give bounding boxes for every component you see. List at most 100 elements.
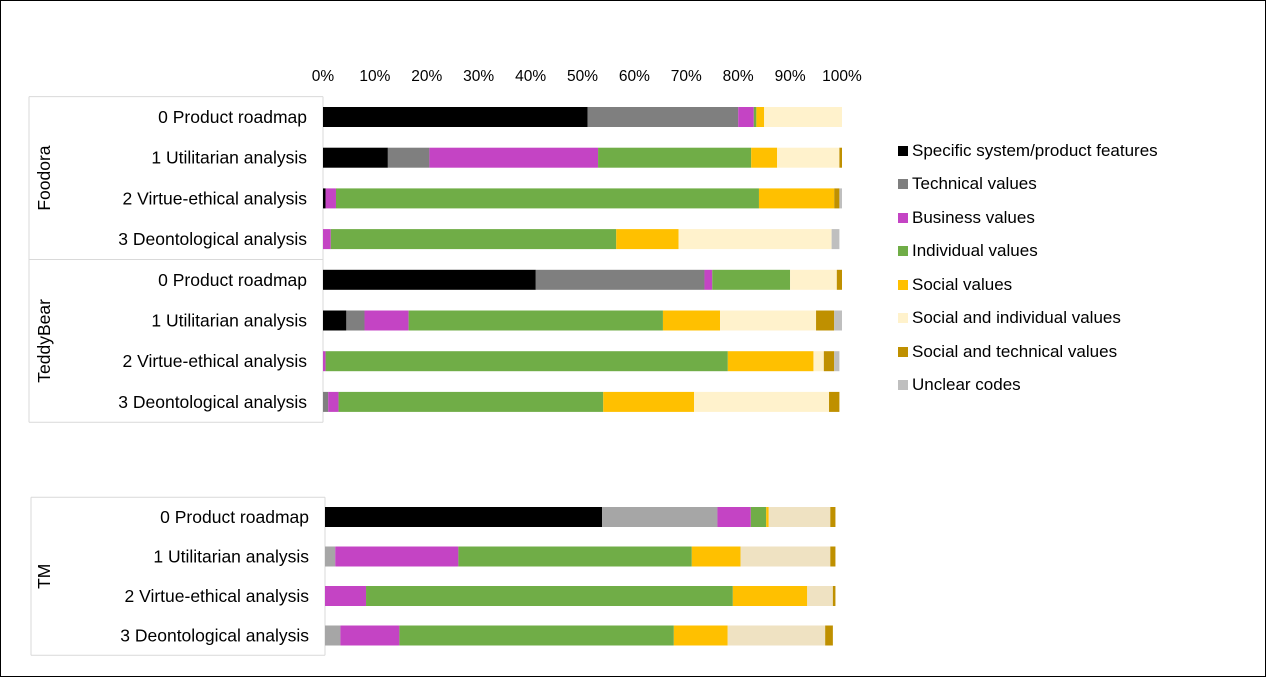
bar-segment-individual-values <box>598 147 752 168</box>
bar-segment-series-5 <box>727 625 826 646</box>
bar-segment-series-0 <box>325 507 603 527</box>
bar-segment-series-4 <box>673 625 728 646</box>
legend-swatch <box>898 346 908 357</box>
legend-label: Individual values <box>912 241 1038 261</box>
x-tick-label: 100% <box>822 68 862 85</box>
bar-segment-social-values <box>758 188 835 209</box>
x-tick-label: 80% <box>723 68 754 85</box>
bar-segment-individual-values <box>330 229 617 250</box>
bar-segment-specific-system-product-features <box>323 269 536 290</box>
bar-segment-individual-values <box>325 351 728 372</box>
bar-segment-series-3 <box>750 507 767 527</box>
legend-swatch <box>898 246 908 257</box>
bar-segment-specific-system-product-features <box>323 147 388 168</box>
x-tick-label: 60% <box>619 68 650 85</box>
category-label: 0 Product roadmap <box>160 507 309 527</box>
bar-segment-series-2 <box>325 586 367 606</box>
bar-segment-specific-system-product-features <box>323 107 588 127</box>
category-label: 3 Deontological analysis <box>120 626 309 646</box>
legend-label: Social values <box>912 274 1013 294</box>
bar-segment-unclear-codes <box>834 310 842 331</box>
bar-segment-specific-system-product-features <box>323 310 347 331</box>
bar-segment-social-and-technical-values <box>834 188 840 209</box>
bar-segment-individual-values <box>335 188 759 209</box>
bar-segment-social-values <box>751 147 778 168</box>
category-label: 2 Virtue-ethical analysis <box>123 188 308 208</box>
bar-segment-individual-values <box>338 391 604 412</box>
bar-segment-series-2 <box>717 507 751 527</box>
x-tick-label: 30% <box>463 68 494 85</box>
bar-segment-technical-values <box>587 107 739 127</box>
legend-label: Social and individual values <box>912 308 1121 328</box>
category-label: 2 Virtue-ethical analysis <box>123 351 308 371</box>
category-label: 0 Product roadmap <box>158 270 307 290</box>
bar-segment-social-and-individual-values <box>813 351 824 372</box>
bar-segment-social-and-individual-values <box>720 310 817 331</box>
bar-segment-individual-values <box>408 310 663 331</box>
legend-swatch <box>898 380 908 391</box>
bar-segment-series-5 <box>807 586 833 606</box>
category-label: 3 Deontological analysis <box>118 229 307 249</box>
bar-segment-unclear-codes <box>834 351 840 372</box>
bar-segment-unclear-codes <box>839 188 842 209</box>
bar-segment-business-values <box>704 269 713 290</box>
legend-item: Business values <box>898 201 1158 235</box>
x-tick-label: 50% <box>567 68 598 85</box>
bar-segment-business-values <box>429 147 599 168</box>
bar-segment-social-and-technical-values <box>839 147 842 168</box>
bar-segment-social-and-individual-values <box>790 269 837 290</box>
bar-segment-technical-values <box>346 310 365 331</box>
bar-segment-social-values <box>603 391 695 412</box>
legend-swatch <box>898 179 908 190</box>
bar-segment-social-and-technical-values <box>823 351 835 372</box>
x-tick-label: 10% <box>359 68 390 85</box>
bar-segment-social-and-individual-values <box>764 107 842 127</box>
bar-segment-social-values <box>662 310 721 331</box>
bar-segment-social-and-individual-values <box>777 147 840 168</box>
bar-segment-series-4 <box>691 546 741 567</box>
chart-legend: Specific system/product features Technica… <box>898 134 1158 402</box>
x-tick-label: 90% <box>775 68 806 85</box>
bar-segment-series-4 <box>732 586 808 606</box>
bar-segment-technical-values <box>323 391 329 412</box>
bar-segment-business-values <box>323 229 331 250</box>
bar-segment-specific-system-product-features <box>323 188 326 209</box>
bar-segment-series-4 <box>766 507 769 527</box>
bar-segment-business-values <box>364 310 409 331</box>
group-label: Foodora <box>34 145 54 210</box>
bar-segment-series-5 <box>740 546 831 567</box>
bar-segment-individual-values <box>753 107 757 127</box>
category-label: 0 Product roadmap <box>158 107 307 127</box>
bar-segment-social-and-technical-values <box>816 310 835 331</box>
bar-segment-series-5 <box>768 507 831 527</box>
bar-segment-series-2 <box>335 546 459 567</box>
x-tick-label: 20% <box>411 68 442 85</box>
bar-segment-business-values <box>323 351 326 372</box>
bar-segment-social-and-technical-values <box>836 269 842 290</box>
bar-segment-social-and-technical-values <box>829 391 840 412</box>
bar-segment-series-3 <box>458 546 692 567</box>
bar-segment-series-6 <box>825 625 833 646</box>
x-tick-label: 40% <box>515 68 546 85</box>
category-label: 1 Utilitarian analysis <box>153 547 309 567</box>
bar-segment-technical-values <box>387 147 430 168</box>
legend-swatch <box>898 145 908 156</box>
bar-segment-series-1 <box>325 546 336 567</box>
bar-segment-social-and-individual-values <box>694 391 830 412</box>
legend-item: Social and individual values <box>898 302 1158 336</box>
bar-segment-series-6 <box>832 586 836 606</box>
group-label: TM <box>34 564 54 589</box>
category-label: 1 Utilitarian analysis <box>151 311 307 331</box>
legend-label: Business values <box>912 207 1035 227</box>
category-label: 1 Utilitarian analysis <box>151 148 307 168</box>
bar-segment-social-values <box>616 229 679 250</box>
legend-item: Social and technical values <box>898 335 1158 369</box>
bar-segment-technical-values <box>535 269 705 290</box>
bar-segment-social-and-individual-values <box>678 229 832 250</box>
bar-segment-series-1 <box>325 625 341 646</box>
legend-swatch <box>898 212 908 223</box>
bar-segment-social-values <box>756 107 765 127</box>
legend-item: Social values <box>898 268 1158 302</box>
